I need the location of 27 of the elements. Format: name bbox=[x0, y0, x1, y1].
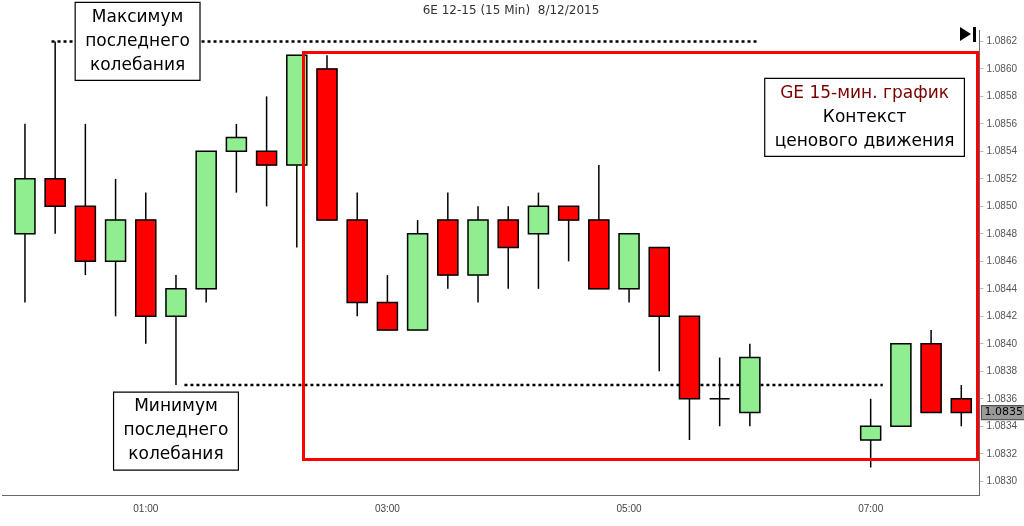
annotation: Максимум последнего колебания bbox=[85, 5, 191, 74]
y-tick-label: 1.0858 bbox=[986, 90, 1018, 102]
y-tick-label: 1.0844 bbox=[986, 282, 1018, 294]
annotation: Контекст ценового движения bbox=[774, 105, 955, 150]
x-tick-label: 05:00 bbox=[616, 502, 642, 514]
y-tick-label: 1.0842 bbox=[986, 310, 1018, 322]
x-tick-label: 03:00 bbox=[374, 502, 401, 514]
y-tick-label: 1.0834 bbox=[986, 420, 1018, 432]
y-tick-label: 1.0854 bbox=[986, 145, 1018, 157]
x-tick-label: 07:00 bbox=[858, 502, 884, 514]
y-tick-label: 1.0836 bbox=[986, 392, 1018, 404]
annotation: GE 15-мин. график bbox=[780, 81, 950, 102]
y-tick-label: 1.0848 bbox=[986, 227, 1018, 239]
y-tick-label: 1.0846 bbox=[986, 255, 1018, 267]
annotation: Минимум последнего колебания bbox=[123, 395, 229, 464]
y-tick-label: 1.0832 bbox=[986, 447, 1018, 459]
chart-title: 6E 12-15 (15 Min) 8/12/2015 bbox=[422, 3, 600, 18]
y-tick-label: 1.0840 bbox=[986, 337, 1018, 349]
y-tick-label: 1.0862 bbox=[986, 35, 1018, 47]
y-tick-label: 1.0852 bbox=[986, 172, 1018, 184]
y-tick-label: 1.0838 bbox=[986, 365, 1018, 377]
y-tick-label: 1.0830 bbox=[986, 475, 1018, 486]
y-tick-label: 1.0856 bbox=[986, 117, 1018, 129]
y-tick-label: 1.0850 bbox=[986, 200, 1018, 212]
text: 1.0835 bbox=[984, 405, 1023, 419]
x-tick-label: 01:00 bbox=[133, 502, 159, 514]
y-tick-label: 1.0860 bbox=[986, 62, 1018, 74]
